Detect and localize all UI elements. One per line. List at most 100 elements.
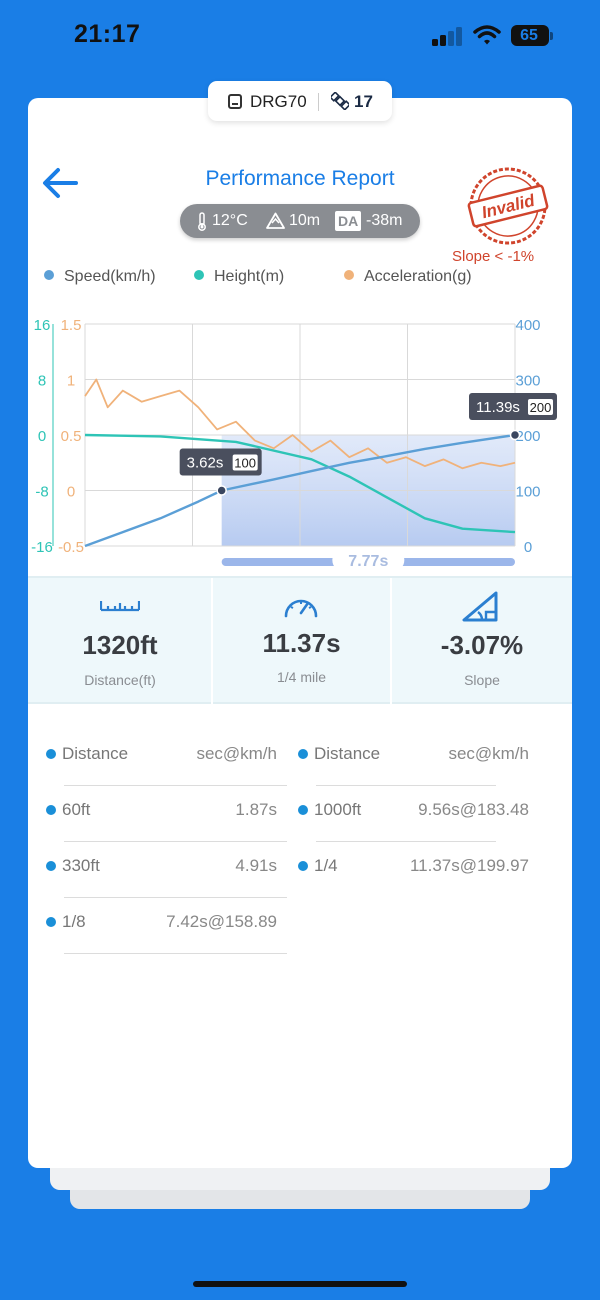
divider [316, 841, 496, 842]
split-row: 60ft 1.87s [46, 786, 287, 842]
bullet-icon [46, 861, 56, 871]
divider [64, 841, 287, 842]
duration-label: 7.77s [348, 553, 388, 570]
split-name: 1000ft [314, 800, 362, 819]
divider [316, 785, 496, 786]
home-indicator[interactable] [193, 1281, 407, 1287]
marker-point [216, 485, 227, 496]
device-pill[interactable]: DRG70 17 [208, 81, 392, 121]
divider [64, 953, 287, 954]
accel-tick-label: -0.5 [58, 539, 84, 556]
speed-tick-label: 0 [524, 539, 532, 556]
accel-tick-label: 0 [67, 484, 75, 501]
legend-item-speed: Speed(km/h) [44, 268, 156, 286]
performance-chart: 16 8 0 -8 -16 1.5 1 0.5 0 -0.5 400 300 200 100 0 7.77s 3… [31, 317, 557, 572]
split-name: 330ft [62, 856, 100, 875]
satellite-count: 17 [354, 92, 373, 111]
invalid-stamp: Invalid [467, 167, 549, 245]
bullet-icon [298, 861, 308, 871]
marker-speed: 200 [530, 400, 552, 415]
split-header: Distance sec@km/h [298, 730, 529, 786]
stat-label: 1/4 mile [276, 669, 327, 685]
marker-speed: 100 [234, 456, 256, 471]
split-times: Distance sec@km/h Distance sec@km/h 60ft… [0, 730, 600, 960]
split-value: sec@km/h [196, 744, 277, 763]
split-row: 1/8 7.42s@158.89 [46, 898, 287, 954]
slope-warning: Slope < -1% [452, 248, 535, 265]
density-altitude-value: -38m [366, 212, 403, 229]
height-tick-label: 16 [34, 317, 51, 334]
altitude-value: 10m [289, 212, 321, 229]
split-row: 1/4 11.37s@199.97 [298, 842, 529, 898]
split-value: 1.87s [235, 800, 277, 819]
battery-level: 65 [520, 27, 538, 44]
speed-tick-label: 200 [515, 428, 540, 445]
speed-tick-label: 300 [515, 373, 540, 390]
cellular-signal-icon [432, 26, 464, 46]
legend-item-acceleration: Acceleration(g) [344, 268, 472, 286]
da-badge: DA [335, 211, 362, 231]
bullet-icon [46, 917, 56, 927]
device-icon [228, 94, 242, 109]
stat-value: 11.37s [262, 628, 341, 658]
marker-speed-badge [232, 454, 258, 471]
back-arrow-icon[interactable] [40, 166, 80, 200]
bullet-icon [298, 805, 308, 815]
height-tick-label: -8 [35, 484, 48, 501]
split-value: 4.91s [235, 856, 277, 875]
stat-value: -3.07% [440, 630, 524, 660]
divider [64, 785, 287, 786]
satellite-icon [331, 92, 349, 110]
ruler-icon [100, 601, 140, 612]
split-name: 1/8 [62, 912, 86, 931]
page-title: Performance Report [205, 167, 395, 190]
stat-divider [390, 578, 392, 704]
bullet-icon [46, 805, 56, 815]
status-time: 21:17 [74, 20, 141, 48]
speed-series-line [84, 433, 516, 548]
accel-tick-label: 0.5 [61, 428, 82, 445]
stats-row: 1320ft Distance(ft) 11.37s 1/4 mile -3.0… [28, 576, 572, 704]
chart-legend: Speed(km/h) Height(m) Acceleration(g) [0, 268, 600, 288]
marker-speed-badge [528, 399, 553, 415]
marker-time: 11.39s [476, 399, 520, 416]
split-value: 7.42s@158.89 [166, 912, 277, 931]
slope-icon [462, 591, 498, 622]
mountain-icon [266, 212, 285, 229]
legend-label: Speed(km/h) [64, 268, 156, 285]
height-tick-label: 0 [38, 428, 46, 445]
accel-tick-label: 1.5 [61, 317, 82, 334]
speedometer-icon [284, 599, 318, 618]
height-tick-label: 8 [38, 373, 46, 390]
status-bar: 21:17 65 [0, 0, 600, 72]
marker-time: 3.62s [187, 455, 224, 472]
legend-label: Acceleration(g) [364, 268, 472, 285]
split-name: 60ft [62, 800, 91, 819]
battery-icon: 65 [511, 25, 553, 47]
legend-item-height: Height(m) [194, 268, 284, 286]
stat-distance: 1320ft Distance(ft) [28, 578, 212, 704]
legend-label: Height(m) [214, 268, 285, 285]
marker-point [509, 429, 521, 441]
speed-tick-label: 100 [515, 484, 540, 501]
split-name: Distance [62, 744, 129, 763]
split-name: 1/4 [314, 856, 338, 875]
stat-label: Slope [464, 672, 500, 688]
divider [64, 897, 287, 898]
height-tick-label: -16 [31, 539, 53, 556]
accel-tick-label: 1 [67, 373, 75, 390]
device-name: DRG70 [250, 92, 307, 111]
bullet-icon [298, 749, 308, 759]
wifi-icon [473, 25, 501, 45]
split-row: 330ft 4.91s [46, 842, 287, 898]
split-value: 9.56s@183.48 [418, 800, 529, 819]
stat-slope: -3.07% Slope [392, 578, 572, 704]
bullet-icon [46, 749, 56, 759]
stat-value: 1320ft [82, 630, 158, 660]
conditions-pill: 12°C 10m DA -38m [180, 204, 420, 238]
pill-divider [318, 93, 319, 111]
height-series-line [84, 433, 516, 534]
split-row: 1000ft 9.56s@183.48 [298, 786, 529, 842]
stat-divider [211, 578, 213, 704]
stat-quarter-mile: 11.37s 1/4 mile [213, 578, 390, 704]
